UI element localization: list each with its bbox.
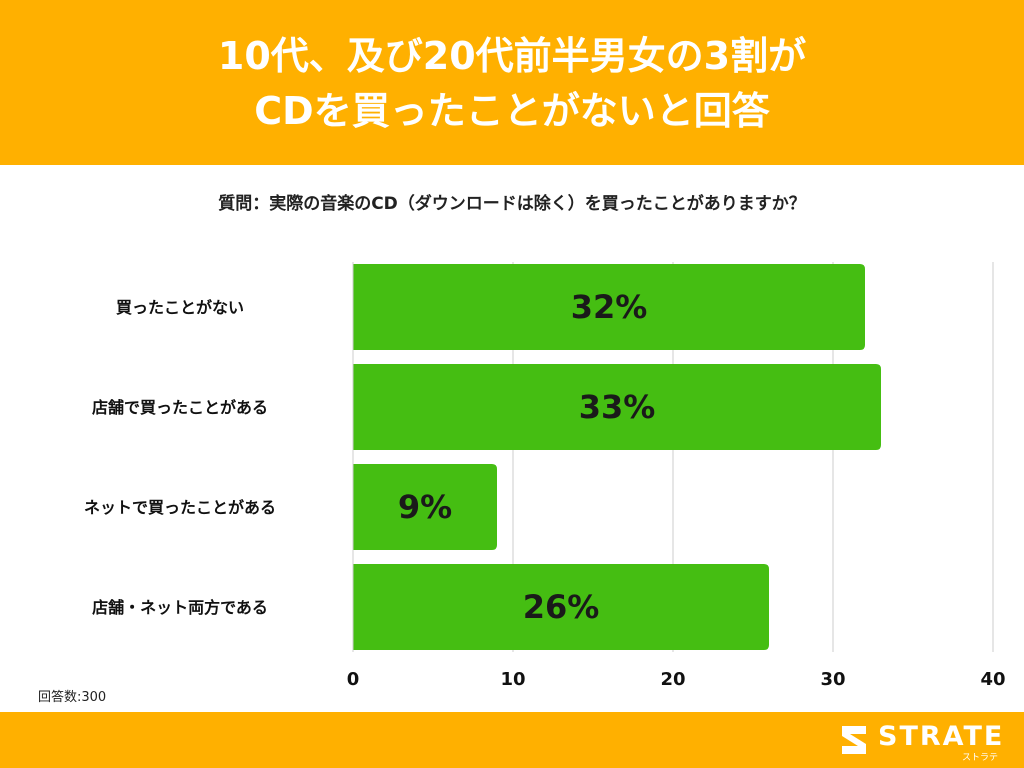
bar-value-label: 33% bbox=[579, 388, 656, 426]
bar bbox=[353, 564, 769, 650]
bar-value-label: 26% bbox=[523, 588, 600, 626]
category-label: 買ったことがない bbox=[116, 298, 244, 317]
x-tick-label: 20 bbox=[660, 669, 685, 690]
logo-text: STRATE bbox=[878, 721, 1005, 752]
strate-logo-icon bbox=[842, 726, 866, 754]
category-label: 店舗で買ったことがある bbox=[92, 398, 268, 417]
footer-banner: STRATE ストラテ bbox=[0, 712, 1024, 768]
x-tick-label: 30 bbox=[820, 669, 845, 690]
bar bbox=[353, 464, 497, 550]
respondent-count: 回答数:300 bbox=[38, 690, 107, 705]
header-banner: 10代、及び20代前半男女の3割が CDを買ったことがないと回答 bbox=[0, 0, 1024, 165]
x-tick-label: 40 bbox=[980, 669, 1005, 690]
logo-subtext: ストラテ bbox=[962, 753, 999, 763]
bar-chart: 32% 買ったことがない 33% 店舗で買ったことがある 9% ネットで買ったことがある 2… bbox=[84, 262, 1006, 690]
chart-title-line2: CDを買ったことがないと回答 bbox=[254, 89, 770, 133]
bar bbox=[353, 364, 881, 450]
strate-logo: STRATE ストラテ bbox=[836, 720, 1006, 763]
bar bbox=[353, 264, 865, 350]
x-tick-label: 10 bbox=[500, 669, 525, 690]
bar-value-label: 32% bbox=[571, 288, 648, 326]
category-label: 店舗・ネット両方である bbox=[92, 598, 268, 617]
x-tick-label: 0 bbox=[347, 669, 360, 690]
chart-title-line1: 10代、及び20代前半男女の3割が bbox=[217, 34, 807, 78]
bar-value-label: 9% bbox=[398, 488, 452, 526]
survey-question: 質問：実際の音楽のCD（ダウンロードは除く）を買ったことがありますか？ bbox=[218, 194, 806, 214]
category-label: ネットで買ったことがある bbox=[84, 498, 276, 517]
